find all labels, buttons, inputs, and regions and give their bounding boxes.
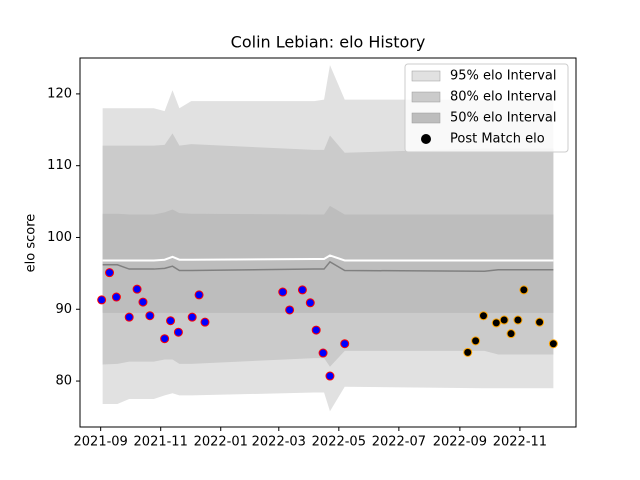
match-point: [278, 287, 288, 297]
legend-label: 80% elo Interval: [450, 90, 557, 105]
match-point: [187, 312, 197, 322]
x-tick-label: 2022-11: [493, 435, 547, 450]
match-point: [124, 312, 134, 322]
chart-title: Colin Lebian: elo History: [231, 33, 426, 52]
interval-band: [102, 205, 554, 313]
match-point: [519, 285, 529, 295]
legend-swatch: [411, 70, 441, 82]
match-point: [535, 317, 545, 327]
legend: 95% elo Interval 80% elo Interval 50% elo …: [404, 63, 569, 153]
match-point: [166, 316, 176, 326]
match-point: [513, 315, 523, 325]
x-tick-label: 2022-05: [312, 435, 366, 450]
match-point: [132, 284, 142, 294]
legend-label: Post Match elo: [450, 132, 545, 147]
x-tick-label: 2022-03: [252, 435, 306, 450]
match-point: [506, 329, 516, 339]
match-point: [111, 292, 121, 302]
y-tick-label: 110: [47, 158, 72, 173]
match-point: [194, 290, 204, 300]
elo-line: [102, 254, 554, 262]
match-point: [297, 285, 307, 295]
x-tick-label: 2021-11: [134, 435, 188, 450]
match-point: [491, 318, 501, 328]
x-tick-label: 2022-09: [433, 435, 487, 450]
y-tick-label: 100: [47, 230, 72, 245]
match-point: [499, 315, 509, 325]
legend-box: [404, 63, 569, 153]
x-tick-label: 2022-07: [372, 435, 426, 450]
x-tick-label: 2021-09: [74, 435, 128, 450]
match-point: [318, 348, 328, 358]
elo-line: [102, 260, 554, 272]
match-point: [463, 347, 473, 357]
match-point: [325, 371, 335, 381]
match-point: [471, 336, 481, 346]
legend-marker: [421, 134, 431, 144]
match-point: [340, 339, 350, 349]
legend-label: 95% elo Interval: [450, 69, 557, 84]
y-axis-label: elo score: [24, 214, 39, 273]
match-point: [105, 268, 115, 278]
match-point: [160, 334, 170, 344]
match-point: [173, 327, 183, 337]
match-point: [138, 297, 148, 307]
y-tick-label: 120: [47, 86, 72, 101]
y-tick-label: 90: [55, 302, 72, 317]
match-point: [97, 295, 107, 305]
axes-frame: [79, 57, 577, 428]
y-tick-label: 80: [55, 374, 72, 389]
legend-swatch: [411, 91, 441, 103]
match-point: [305, 298, 315, 308]
match-point: [200, 317, 210, 327]
legend-label: 50% elo Interval: [450, 111, 557, 126]
match-point: [145, 311, 155, 321]
match-point: [311, 325, 321, 335]
match-point: [548, 339, 558, 349]
match-point: [478, 311, 488, 321]
match-point: [285, 305, 295, 315]
legend-swatch: [411, 112, 441, 124]
x-tick-label: 2022-01: [194, 435, 248, 450]
